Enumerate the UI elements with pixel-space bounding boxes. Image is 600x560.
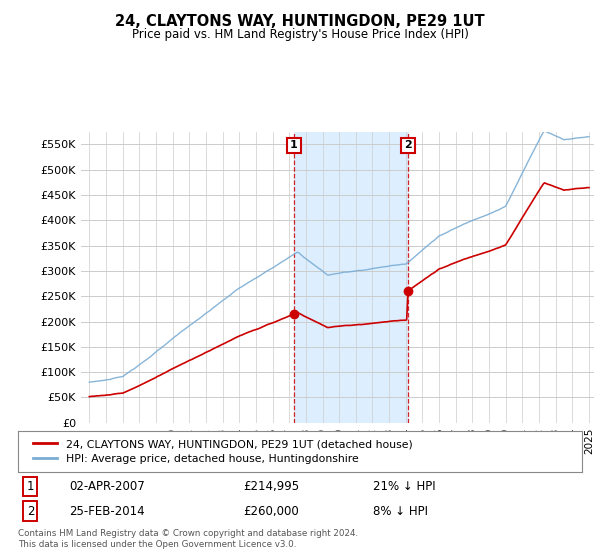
Legend: 24, CLAYTONS WAY, HUNTINGDON, PE29 1UT (detached house), HPI: Average price, det: 24, CLAYTONS WAY, HUNTINGDON, PE29 1UT (… <box>29 435 417 468</box>
Text: 24, CLAYTONS WAY, HUNTINGDON, PE29 1UT: 24, CLAYTONS WAY, HUNTINGDON, PE29 1UT <box>115 14 485 29</box>
Text: £260,000: £260,000 <box>244 505 299 518</box>
Text: 02-APR-2007: 02-APR-2007 <box>69 480 145 493</box>
Text: 1: 1 <box>290 141 298 150</box>
Text: 21% ↓ HPI: 21% ↓ HPI <box>373 480 436 493</box>
Text: 1: 1 <box>26 480 34 493</box>
Text: 8% ↓ HPI: 8% ↓ HPI <box>373 505 428 518</box>
Text: 2: 2 <box>26 505 34 518</box>
Text: Contains HM Land Registry data © Crown copyright and database right 2024.
This d: Contains HM Land Registry data © Crown c… <box>18 529 358 549</box>
Text: Price paid vs. HM Land Registry's House Price Index (HPI): Price paid vs. HM Land Registry's House … <box>131 28 469 41</box>
Text: £214,995: £214,995 <box>244 480 300 493</box>
Text: 2: 2 <box>404 141 412 150</box>
Text: 25-FEB-2014: 25-FEB-2014 <box>69 505 145 518</box>
Bar <box>294 132 408 423</box>
